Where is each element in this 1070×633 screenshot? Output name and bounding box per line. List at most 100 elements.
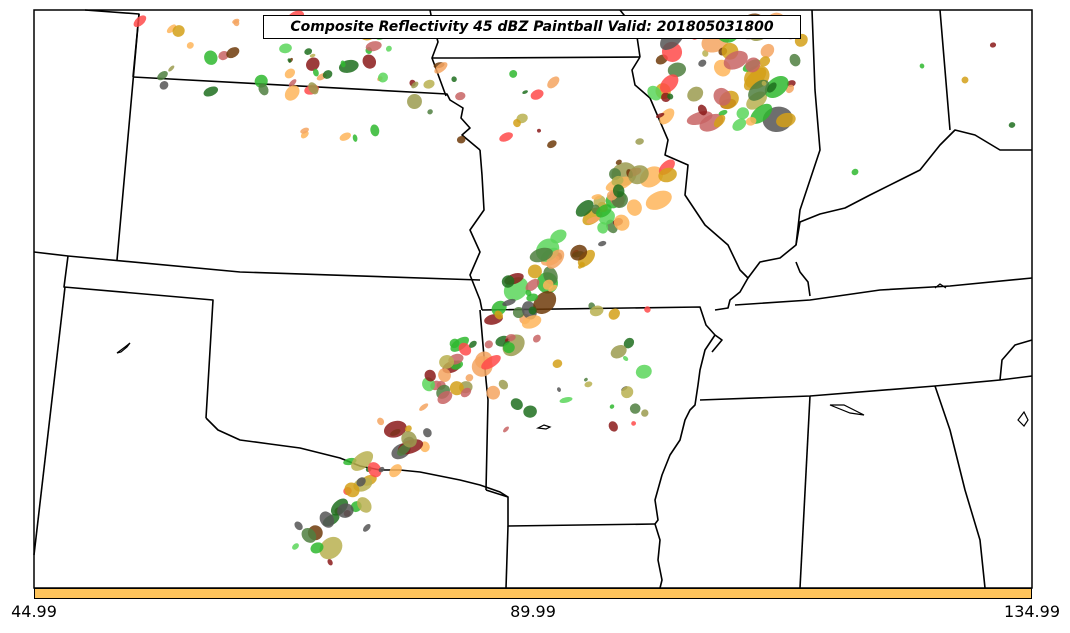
paintball-blob <box>168 65 175 72</box>
paintball-blob <box>622 355 629 362</box>
paintball-blob <box>503 342 515 354</box>
paintball-blob <box>961 76 969 84</box>
paintball-blob <box>1008 122 1016 128</box>
colorbar-tick-mid: 89.99 <box>510 602 556 621</box>
paintball-blob <box>434 62 448 74</box>
paintball-blob <box>736 107 750 120</box>
paintball-blob <box>505 338 509 342</box>
paintball-blob <box>613 214 630 231</box>
paintball-blob <box>723 50 748 70</box>
paintball-blob <box>570 244 588 261</box>
paintball-blob <box>344 482 360 498</box>
paintball-blob <box>608 421 618 432</box>
paintball-blob <box>635 138 644 145</box>
paintball-blob <box>658 167 677 183</box>
paintball-blob <box>525 278 540 292</box>
paintball-blob <box>218 51 229 61</box>
paintball-blob <box>550 229 567 244</box>
paintball-blob <box>589 305 604 317</box>
paintball-blob <box>419 403 429 411</box>
paintball-blob <box>510 398 523 411</box>
paintball-blob <box>659 108 675 125</box>
paintball-blob <box>288 79 297 87</box>
paintball-blob <box>370 124 380 137</box>
paintball-blob <box>204 50 218 65</box>
paintball-blob <box>166 24 177 34</box>
paintball-blob <box>203 86 219 97</box>
paintball-blob <box>357 497 372 513</box>
lakes <box>116 283 1029 430</box>
map-title: Composite Reflectivity 45 dBZ Paintball … <box>263 15 801 39</box>
paintball-blob <box>502 298 516 307</box>
paintball-blob <box>449 381 464 396</box>
paintball-blob <box>631 421 636 426</box>
paintball-blob <box>989 42 997 48</box>
colorbar-tick-max: 134.99 <box>1004 602 1060 621</box>
paintball-blob <box>537 128 541 133</box>
paintball-blob <box>641 409 649 417</box>
paintball-blob <box>611 175 624 187</box>
paintball-blob <box>300 127 309 134</box>
paintball-blob <box>527 264 542 279</box>
paintball-blob <box>310 542 324 554</box>
paintball-blob <box>157 70 168 81</box>
paintball-blob <box>456 135 466 144</box>
paintball-blob <box>667 62 687 78</box>
paintball-blob <box>503 426 509 433</box>
paintball-blob <box>498 379 509 390</box>
paintball-blob <box>450 336 469 352</box>
paintball-blob <box>512 306 525 319</box>
paintball-blob <box>309 53 316 58</box>
paintball-blob <box>401 431 417 448</box>
paintball-blob <box>284 85 300 101</box>
paintball-blob <box>352 134 358 142</box>
state-borders <box>33 9 1033 589</box>
paintball-blob <box>233 20 240 27</box>
paintball-blob <box>629 403 641 414</box>
paintball-blob <box>786 80 796 87</box>
paintball-blob <box>362 54 377 69</box>
paintball-blob <box>308 82 319 95</box>
paintball-blob <box>612 184 625 198</box>
paintball-blob <box>686 111 713 126</box>
paintball-blob <box>789 53 801 67</box>
paintball-blob <box>597 222 609 234</box>
paintball-blob <box>745 116 757 126</box>
paintball-blob <box>367 462 382 478</box>
paintball-blob <box>575 200 594 217</box>
paintball-blob <box>494 310 504 320</box>
paintball-blob <box>687 86 704 102</box>
paintball-blob <box>559 396 573 404</box>
paintball-blob <box>465 374 474 382</box>
paintball-blob <box>532 334 541 343</box>
colorbar <box>34 588 1032 599</box>
paintball-blob <box>523 405 537 418</box>
paintball-blob <box>586 216 601 224</box>
paintball-blob <box>423 79 435 89</box>
paintball-blob <box>522 90 528 94</box>
paintball-blob <box>356 477 366 487</box>
paintball-blob <box>389 464 402 478</box>
paintball-blob <box>449 338 460 349</box>
paintball-blob <box>645 190 672 210</box>
paintball-blob <box>501 275 515 288</box>
paintball-blob <box>458 342 472 356</box>
paintball-blob <box>919 63 925 69</box>
paintball-blob <box>521 315 542 329</box>
paintball-blob <box>385 45 392 52</box>
paintball-blob <box>407 94 422 109</box>
paintball-blob <box>713 114 726 128</box>
paintball-blob <box>591 194 602 200</box>
paintball-blob <box>469 340 477 348</box>
paintball-blob <box>301 527 317 543</box>
paintball-blob <box>647 85 662 101</box>
paintball-blob <box>378 466 385 473</box>
paintball-blob <box>258 83 269 96</box>
paintball-blob <box>557 387 561 392</box>
paintball-blob <box>411 81 419 89</box>
paintball-blob <box>438 368 451 382</box>
paintball-blob <box>528 306 537 315</box>
paintball-blob <box>530 89 544 100</box>
paintball-blob <box>767 82 777 93</box>
